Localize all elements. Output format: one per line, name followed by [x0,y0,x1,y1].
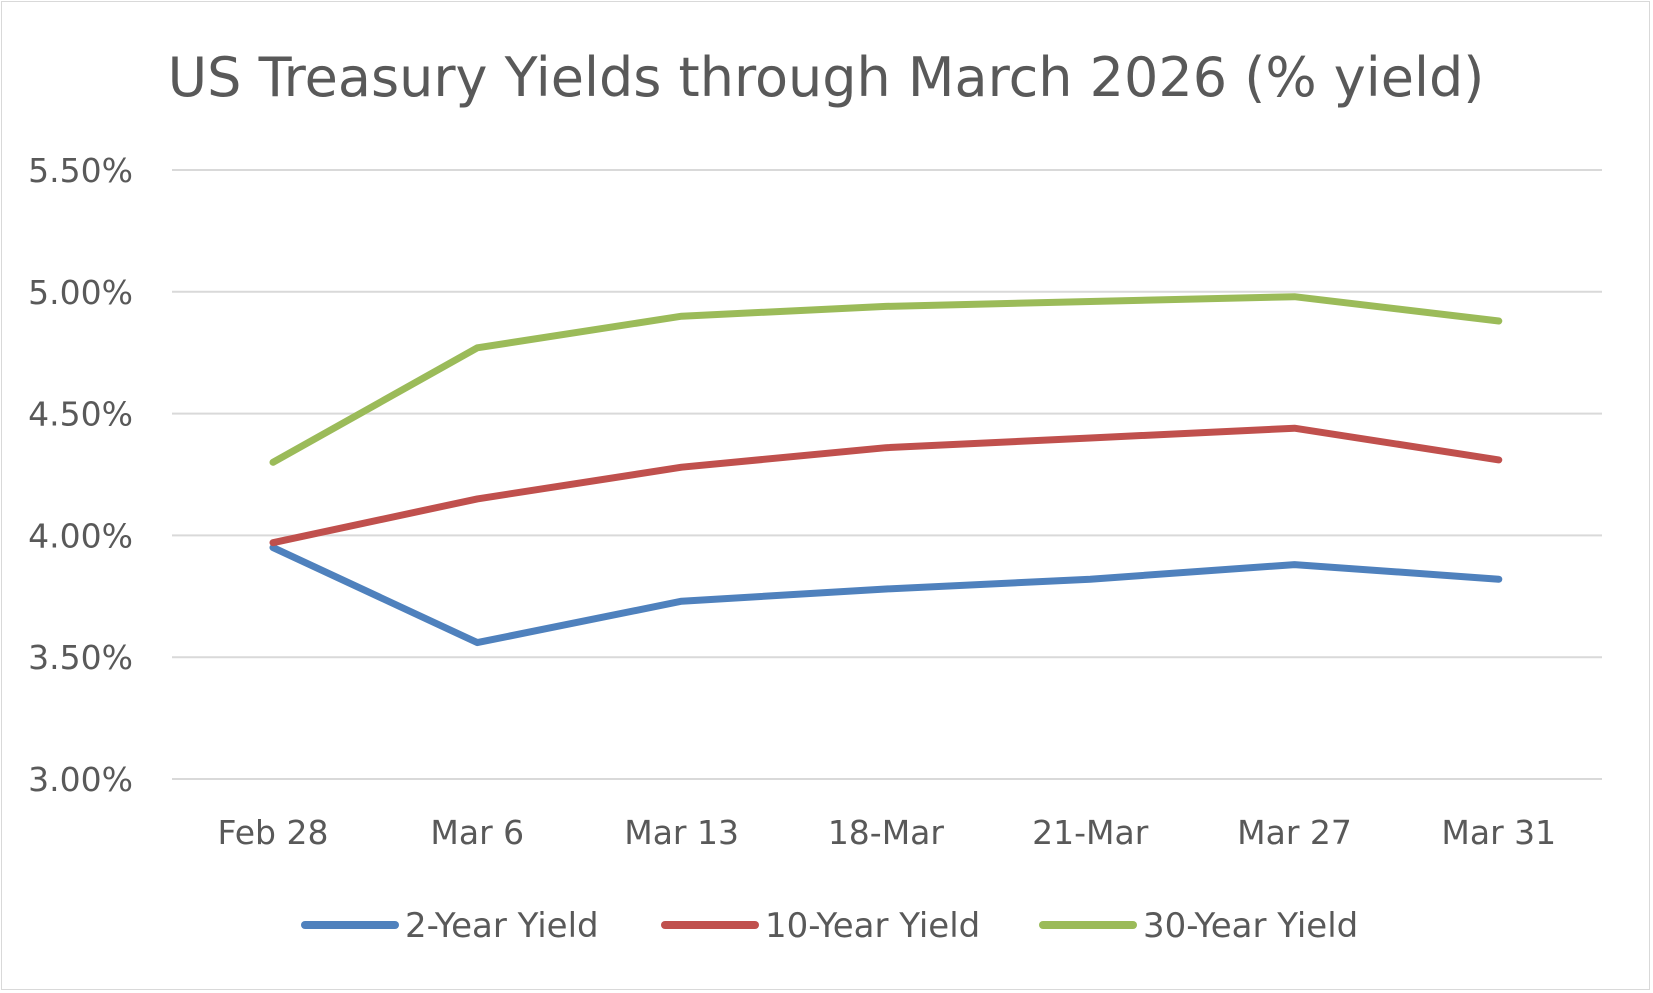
y-tick-label: 3.50% [28,638,133,677]
x-axis-ticks: Feb 28 Mar 6 Mar 13 18-Mar 21-Mar Mar 27 Mar 3… [218,813,1557,852]
series-line-30-year-yield [269,293,1503,466]
x-tick-label: Mar 31 [1441,813,1556,852]
x-tick-label: Mar 27 [1237,813,1352,852]
legend-label-2-year-yield: 2-Year Yield [405,906,599,946]
x-tick-label: Feb 28 [218,813,329,852]
y-tick-label: 5.50% [28,151,133,190]
series-lines [269,293,1503,647]
chart-title: US Treasury Yields through March 2026 (%… [168,46,1485,109]
y-tick-label: 5.00% [28,273,133,312]
y-axis-ticks: 3.00% 3.50% 4.00% 4.50% 5.00% 5.50% [28,151,133,799]
legend: 2-Year Yield 10-Year Yield 30-Year Yield [301,906,1358,946]
series-line-2-year-yield [269,544,1503,647]
legend-label-30-year-yield: 30-Year Yield [1143,906,1358,946]
y-tick-label: 4.50% [28,395,133,434]
x-tick-label: Mar 13 [624,813,739,852]
x-tick-label: Mar 6 [430,813,524,852]
legend-label-10-year-yield: 10-Year Yield [765,906,980,946]
y-tick-label: 3.00% [28,760,133,799]
x-tick-label: 21-Mar [1032,813,1149,852]
gridlines [172,169,1602,780]
series-line-10-year-yield [269,424,1503,547]
y-tick-label: 4.00% [28,516,133,555]
x-tick-label: 18-Mar [828,813,945,852]
